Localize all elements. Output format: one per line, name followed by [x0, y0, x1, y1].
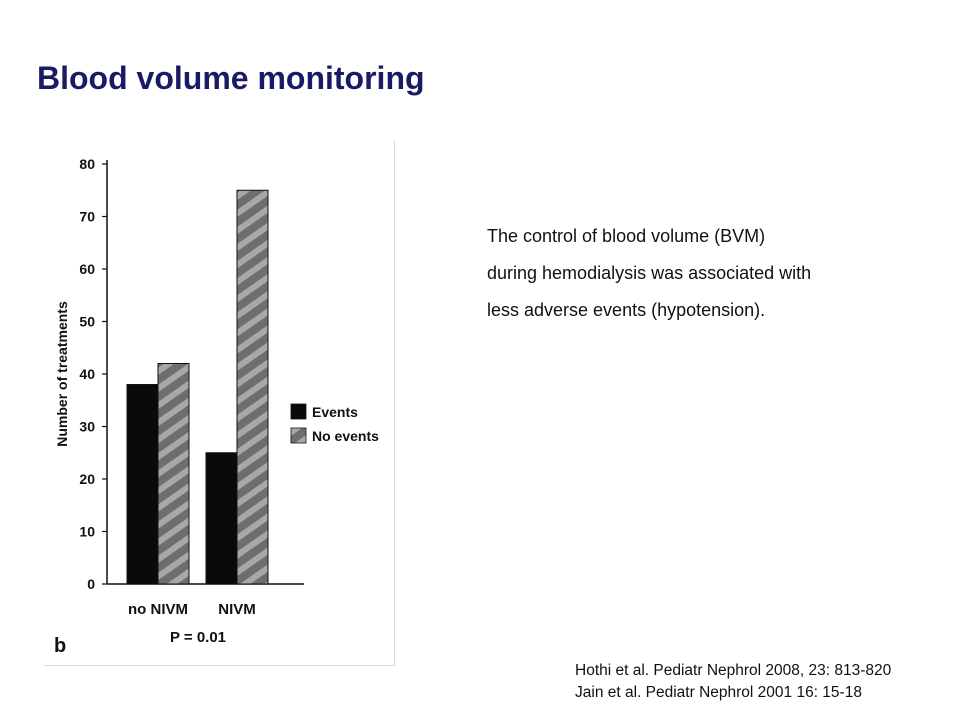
y-tick-label-60: 60 [79, 261, 95, 277]
bar-chart: 0 10 20 30 40 50 60 70 80 Number of treatments no … [54, 156, 379, 657]
p-value-annotation: P = 0.01 [170, 629, 226, 646]
reference-1: Hothi et al. Pediatr Nephrol 2008, 23: 8… [575, 662, 892, 679]
y-tick-label-80: 80 [79, 156, 95, 172]
references: Hothi et al. Pediatr Nephrol 2008, 23: 8… [575, 660, 891, 704]
reference-2: Jain et al. Pediatr Nephrol 2001 16: 15-… [575, 684, 862, 701]
y-tick-label-10: 10 [79, 524, 95, 540]
legend-label-events: Events [312, 404, 358, 420]
bar-no-events-no-nivm [157, 363, 190, 585]
panel-label: b [54, 635, 66, 657]
legend-swatch-no-events [290, 427, 307, 444]
bar-chart-figure: 0 10 20 30 40 50 60 70 80 Number of treatments no … [44, 140, 395, 666]
description-line-1: The control of blood volume (BVM) [487, 226, 766, 246]
y-tick-label-0: 0 [87, 576, 95, 592]
x-tick-label-1: NIVM [218, 601, 256, 618]
bar-events-no-nivm [126, 384, 159, 585]
y-tick-label-50: 50 [79, 314, 95, 330]
bar-no-events-nivm [236, 189, 269, 585]
description-line-3: less adverse events (hypotension). [487, 300, 766, 320]
y-tick-label-70: 70 [79, 209, 95, 225]
y-tick-label-30: 30 [79, 419, 95, 435]
x-tick-label-0: no NIVM [128, 601, 188, 618]
y-tick-label-20: 20 [79, 471, 95, 487]
y-axis-label: Number of treatments [54, 301, 70, 447]
legend-label-no-events: No events [312, 428, 379, 444]
legend-swatch-events [290, 403, 307, 420]
description-line-2: during hemodialysis was associated with [487, 263, 812, 283]
slide-title: Blood volume monitoring [37, 60, 425, 96]
bar-events-nivm [205, 452, 238, 585]
y-tick-label-40: 40 [79, 366, 95, 382]
description: The control of blood volume (BVM) during… [487, 218, 937, 329]
